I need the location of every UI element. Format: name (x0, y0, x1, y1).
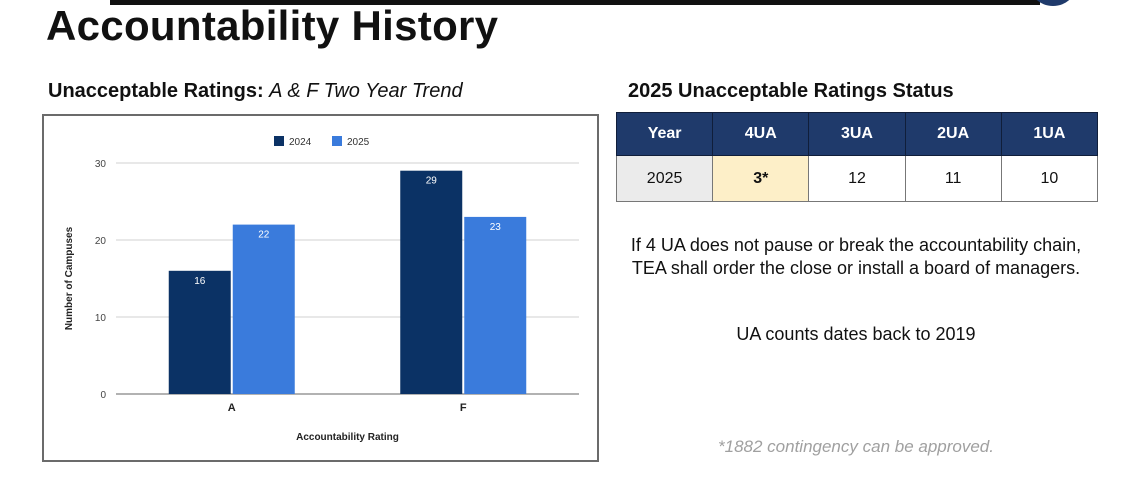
x-tick-label: F (460, 402, 467, 414)
bar-chart: 0 10 20 30 16 22 A 29 23 F Accountability Rating Nu… (64, 136, 579, 443)
ua-count-note: UA counts dates back to 2019 (736, 324, 976, 344)
data-label: 29 (426, 176, 438, 187)
header-3ua: 3UA (808, 112, 906, 156)
data-label: 16 (194, 276, 206, 287)
legend-swatch (332, 136, 342, 146)
header-1ua: 1UA (1000, 112, 1099, 156)
cell-year: 2025 (615, 155, 714, 202)
y-tick-label: 20 (95, 236, 107, 247)
data-label: 22 (258, 230, 270, 241)
legend-label: 2024 (289, 137, 312, 148)
status-row: 2025 3* 12 11 10 (615, 155, 1099, 202)
corner-logo-shape (1028, 0, 1078, 6)
chart-heading: Unacceptable Ratings: A & F Two Year Tre… (48, 80, 463, 103)
legend-swatch (274, 136, 284, 146)
bar-f-2024 (400, 170, 463, 394)
y-tick-label: 0 (100, 390, 106, 401)
bar-a-2025 (232, 224, 295, 394)
header-year: Year (615, 112, 714, 156)
header-2ua: 2UA (904, 112, 1002, 156)
cell-4ua: 3* (712, 155, 810, 202)
status-table: Year 4UA 3UA 2UA 1UA 2025 3* 12 11 10 (615, 112, 1099, 202)
x-tick-label: A (228, 402, 236, 414)
header-4ua: 4UA (712, 112, 810, 156)
cell-2ua: 11 (904, 155, 1002, 202)
bar-a-2024 (168, 270, 231, 394)
top-rule (110, 0, 1040, 5)
y-tick-label: 30 (95, 159, 107, 170)
status-heading: 2025 Unacceptable Ratings Status (628, 80, 954, 102)
bar-f-2025 (464, 216, 527, 394)
chart-heading-italic: A & F Two Year Trend (269, 80, 463, 102)
data-label: 23 (490, 222, 502, 233)
cell-3ua: 12 (808, 155, 906, 202)
legend-label: 2025 (347, 137, 370, 148)
y-axis-title: Number of Campuses (64, 226, 75, 330)
status-header-row: Year 4UA 3UA 2UA 1UA (615, 112, 1099, 156)
contingency-footnote: *1882 contingency can be approved. (718, 437, 994, 456)
accountability-note: If 4 UA does not pause or break the acco… (630, 235, 1082, 278)
chart-frame: 0 10 20 30 16 22 A 29 23 F Accountability Rating Nu… (42, 114, 599, 462)
x-axis-title: Accountability Rating (296, 432, 399, 443)
cell-1ua: 10 (1000, 155, 1099, 202)
y-tick-label: 10 (95, 313, 107, 324)
page-title: Accountability History (46, 2, 499, 49)
chart-heading-bold: Unacceptable Ratings: (48, 80, 264, 102)
